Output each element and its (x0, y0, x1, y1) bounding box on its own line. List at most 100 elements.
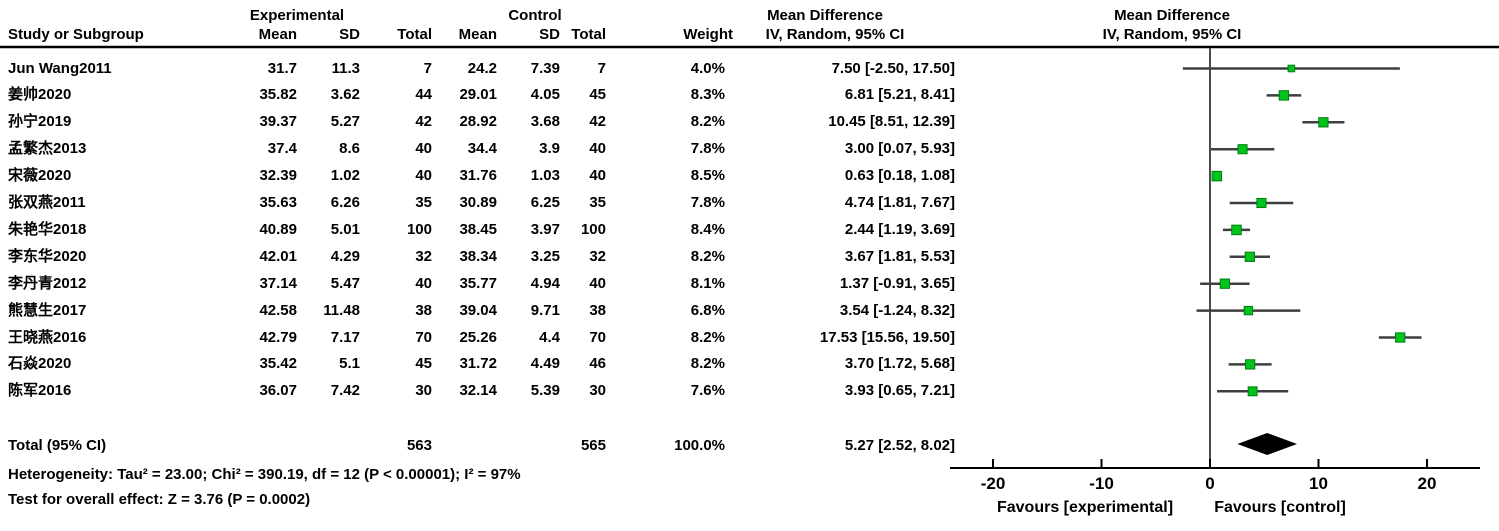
exp-total-cell: 100 (406, 220, 432, 238)
ctl-sd-cell: 4.4 (539, 328, 560, 346)
study-name: 熊慧生2017 (8, 301, 87, 319)
weight-cell: 6.8% (690, 301, 725, 319)
weight-cell: 7.8% (690, 140, 725, 158)
weight-cell: 8.3% (690, 86, 725, 104)
exp-total-cell: 44 (415, 86, 432, 104)
effect-marker (1219, 278, 1231, 289)
exp-sd-cell: 3.62 (330, 86, 360, 104)
effect-marker (1287, 64, 1296, 73)
exp-sd-cell: 11.3 (331, 59, 360, 77)
effect-marker (1247, 386, 1258, 397)
ci-text-cell: 10.45 [8.51, 12.39] (828, 113, 955, 131)
study-name: 张双燕2011 (8, 194, 86, 211)
ctl-sd-cell: 6.25 (530, 194, 560, 211)
weight-cell: 8.1% (690, 274, 725, 292)
exp-mean-cell: 32.39 (259, 167, 297, 185)
ci-text-cell: 0.63 [0.18, 1.08] (844, 167, 955, 185)
ci-text-cell: 3.70 [1.72, 5.68] (844, 355, 955, 373)
ctl-total-cell: 70 (589, 328, 606, 346)
exp-mean-cell: 31.7 (267, 59, 297, 77)
ctl-mean-cell: 38.45 (459, 220, 497, 238)
column-header-exp-total: Total (397, 26, 432, 43)
ctl-total-cell: 35 (589, 194, 606, 211)
ctl-mean-cell: 32.14 (459, 382, 497, 400)
exp-sd-cell: 4.29 (330, 247, 360, 265)
total-ctl-total: 565 (580, 437, 606, 454)
effect-marker (1243, 305, 1254, 316)
ctl-sd-cell: 3.9 (539, 140, 560, 158)
ctl-total-cell: 42 (589, 113, 606, 131)
exp-mean-cell: 42.79 (259, 328, 297, 346)
exp-sd-cell: 7.17 (330, 328, 360, 346)
ctl-sd-cell: 9.71 (530, 301, 560, 319)
ctl-sd-cell: 3.68 (530, 113, 560, 131)
column-header-exp-mean: Mean (258, 26, 297, 43)
exp-total-cell: 32 (415, 247, 432, 265)
exp-sd-cell: 7.42 (330, 382, 360, 400)
exp-total-cell: 40 (415, 167, 432, 185)
effect-marker (1278, 90, 1290, 101)
ctl-mean-cell: 25.26 (459, 328, 497, 346)
exp-sd-cell: 5.27 (330, 113, 360, 131)
ctl-sd-cell: 3.25 (530, 247, 560, 265)
ctl-sd-cell: 5.39 (530, 382, 560, 400)
ctl-mean-cell: 31.72 (459, 355, 497, 373)
column-header-study: Study or Subgroup (8, 26, 144, 43)
pooled-diamond (1237, 433, 1298, 455)
ctl-total-cell: 38 (589, 301, 606, 319)
group-header-control: Control (508, 7, 562, 24)
ctl-total-cell: 40 (589, 167, 606, 185)
ctl-total-cell: 40 (589, 274, 606, 292)
ctl-sd-cell: 4.05 (530, 86, 560, 104)
favours-right-label: Favours [control] (1214, 499, 1346, 516)
axis-tick-label: -20 (981, 474, 1006, 493)
exp-total-cell: 30 (415, 382, 432, 400)
ctl-mean-cell: 35.77 (459, 274, 497, 292)
weight-cell: 8.2% (690, 328, 725, 346)
exp-total-cell: 7 (423, 59, 432, 77)
ctl-mean-cell: 29.01 (459, 86, 497, 104)
exp-total-cell: 40 (415, 274, 432, 292)
column-header-iv-text: IV, Random, 95% CI (765, 26, 905, 43)
axis-tick-label: 10 (1309, 474, 1328, 493)
effect-marker (1244, 359, 1256, 370)
ci-text-cell: 3.00 [0.07, 5.93] (844, 140, 955, 158)
ctl-sd-cell: 7.39 (530, 59, 560, 77)
study-name: 李东华2020 (8, 247, 87, 265)
exp-total-cell: 38 (415, 301, 432, 319)
effect-marker (1256, 197, 1267, 209)
study-name: 姜帅2020 (8, 86, 72, 104)
ci-text-cell: 4.74 [1.81, 7.67] (844, 194, 955, 211)
study-name: 宋薇2020 (8, 167, 72, 185)
ctl-total-cell: 30 (589, 382, 606, 400)
weight-cell: 4.0% (690, 59, 725, 77)
effect-marker (1237, 144, 1248, 155)
column-header-ctl-total: Total (571, 26, 606, 43)
ci-text-cell: 7.50 [-2.50, 17.50] (831, 59, 955, 77)
ci-text-cell: 3.67 [1.81, 5.53] (844, 247, 955, 265)
ctl-sd-cell: 4.49 (530, 355, 560, 373)
exp-sd-cell: 5.01 (330, 220, 360, 238)
ctl-sd-cell: 1.03 (530, 167, 560, 185)
exp-mean-cell: 39.37 (259, 113, 297, 131)
effect-marker (1318, 117, 1329, 128)
axis-tick-label: -10 (1089, 474, 1114, 493)
ci-text-cell: 2.44 [1.19, 3.69] (844, 220, 955, 238)
ctl-total-cell: 46 (589, 355, 606, 373)
weight-cell: 8.4% (690, 220, 725, 238)
ctl-total-cell: 45 (589, 86, 606, 104)
exp-mean-cell: 36.07 (259, 382, 297, 400)
effect-marker (1244, 251, 1255, 262)
exp-mean-cell: 35.63 (259, 194, 297, 211)
exp-mean-cell: 35.42 (259, 355, 297, 373)
exp-mean-cell: 35.82 (259, 86, 297, 104)
column-header-ctl-sd: SD (539, 26, 560, 43)
ctl-total-cell: 100 (580, 220, 606, 238)
overall-effect-note: Test for overall effect: Z = 3.76 (P = 0… (8, 491, 311, 508)
exp-total-cell: 35 (415, 194, 432, 211)
effect-marker (1231, 224, 1242, 236)
effect-marker (1395, 332, 1406, 343)
ci-text-cell: 1.37 [-0.91, 3.65] (839, 274, 955, 292)
ctl-mean-cell: 34.4 (467, 140, 497, 158)
exp-mean-cell: 37.14 (259, 274, 297, 292)
